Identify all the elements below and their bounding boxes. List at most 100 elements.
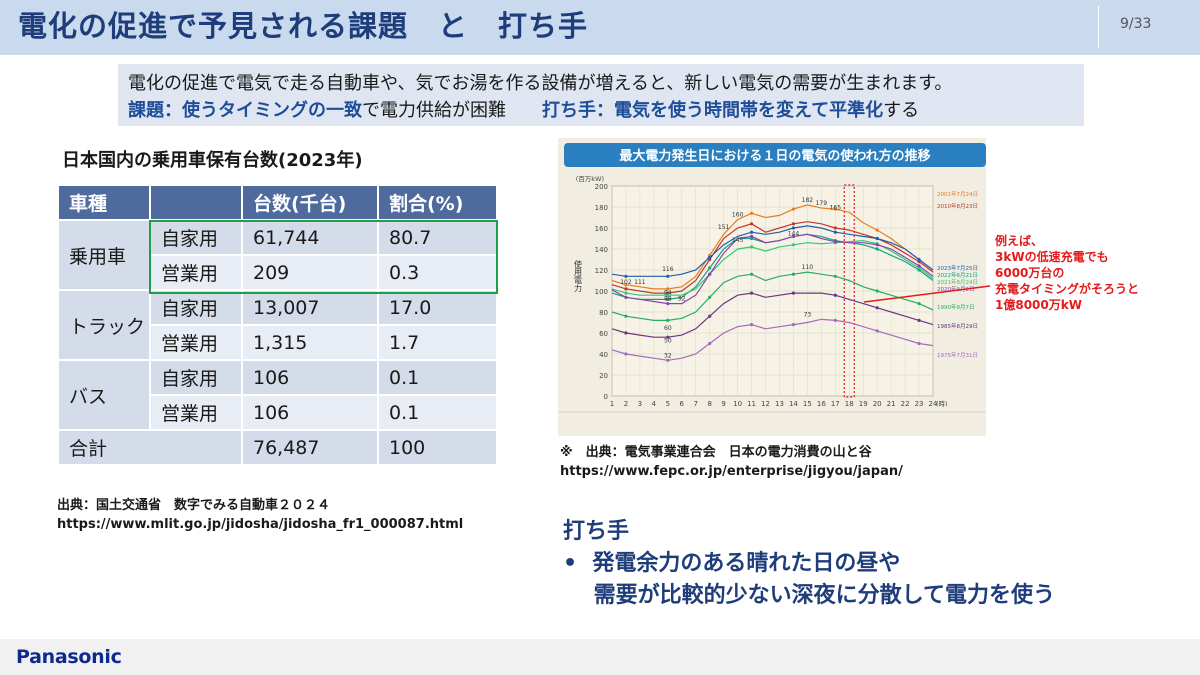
chart-title-band (564, 143, 986, 167)
data-label: 145 (732, 237, 744, 244)
header-vehicle-type: 車種 (57, 184, 151, 221)
table-header-row: 車種 台数(千台) 割合(%) (57, 184, 498, 221)
ratio-cell: 0.1 (377, 359, 498, 396)
series-point (708, 295, 712, 299)
vehicle-type-cell: 乗用車 (57, 219, 151, 291)
usage-cell: 営業用 (149, 324, 243, 361)
data-label: 94 (664, 289, 672, 296)
data-label: 116 (662, 266, 674, 273)
series-point (833, 226, 837, 230)
y-tick-label: 0 (604, 393, 608, 401)
series-point (791, 207, 796, 211)
series-point (875, 306, 879, 310)
series-point (666, 297, 670, 301)
data-label: 73 (804, 311, 812, 318)
table-total-row: 合計 76,487 100 (57, 429, 498, 466)
vehicle-type-cell: バス (57, 359, 151, 431)
series-point (875, 243, 879, 247)
count-cell: 13,007 (241, 289, 379, 326)
series-point (833, 230, 837, 234)
data-label: 165 (830, 204, 842, 211)
y-tick-label: 100 (595, 288, 608, 296)
x-tick-label: 14 (789, 400, 798, 408)
series-point (708, 255, 712, 259)
table-title: 日本国内の乗用車保有台数(2023年) (62, 150, 363, 171)
solution-line1: • 発電余力のある晴れた日の昼や (563, 551, 901, 576)
legend-label: 1985年8月29日 (937, 322, 978, 330)
series-point (917, 264, 921, 268)
series-point (791, 226, 796, 230)
series-point (666, 358, 670, 362)
data-label: 151 (718, 224, 730, 231)
x-tick-label: 2 (624, 400, 628, 408)
x-unit-label: (時) (936, 400, 948, 408)
x-tick-label: 16 (817, 400, 826, 408)
total-count: 76,487 (241, 429, 379, 466)
header-ratio: 割合(%) (377, 184, 498, 221)
series-line (611, 292, 934, 338)
series-point (666, 302, 670, 306)
y-tick-label: 140 (595, 246, 608, 254)
series-point (875, 289, 879, 293)
table-source-line1: 出典：国土交通省 数字でみる自動車２０２４ (57, 498, 331, 513)
count-cell: 106 (241, 394, 379, 431)
data-label: 179 (816, 200, 828, 207)
series-point (791, 243, 796, 247)
count-cell: 61,744 (241, 219, 379, 256)
usage-cell: 営業用 (149, 394, 243, 431)
data-label: 102 (620, 279, 632, 286)
series-point (666, 335, 670, 339)
table-row: 営業用 1,315 1.7 (58, 324, 498, 361)
series-point (875, 247, 879, 251)
y-tick-label: 40 (599, 351, 608, 359)
series-point (791, 323, 796, 327)
x-tick-label: 20 (873, 400, 882, 408)
panasonic-logo: Panasonic (16, 646, 122, 668)
series-point (791, 272, 796, 276)
highlight-hour-box (843, 184, 855, 398)
series-point (749, 211, 754, 215)
data-label: 111 (634, 279, 646, 286)
x-tick-label: 4 (652, 400, 657, 408)
series-point (917, 257, 921, 262)
x-tick-label: 3 (638, 400, 642, 408)
data-label: 160 (732, 212, 744, 219)
series-point (875, 228, 879, 232)
x-tick-label: 22 (901, 400, 910, 408)
data-label: 110 (802, 264, 814, 271)
y-tick-label: 80 (599, 309, 608, 317)
count-cell: 209 (241, 254, 379, 291)
series-point (708, 341, 712, 346)
y-unit-label: (百万kW) (576, 175, 604, 183)
y-tick-label: 160 (595, 225, 608, 233)
x-tick-label: 5 (666, 400, 670, 408)
chart-source-line2: https://www.fepc.or.jp/enterprise/jigyou… (560, 464, 903, 479)
page-title: 電化の促進で予見される課題 と 打ち手 (18, 9, 589, 43)
series-point (708, 266, 712, 270)
series-point (624, 291, 628, 295)
series-point (749, 234, 754, 238)
series-point (708, 272, 712, 276)
x-tick-label: 19 (859, 400, 868, 408)
series-point (666, 274, 670, 278)
series-point (624, 314, 628, 318)
legend-label: 1990年8月7日 (937, 303, 975, 311)
y-tick-label: 60 (599, 330, 608, 338)
series-point (875, 329, 879, 333)
data-label: 88 (664, 296, 672, 303)
series-point (666, 293, 670, 297)
header-count: 台数(千台) (241, 184, 379, 221)
header-usage (149, 184, 243, 221)
series-point (791, 234, 796, 238)
table-row: バス 自家用 106 0.1 (57, 359, 498, 431)
action-label: 打ち手：電気を使う時間帯を変えて平準化 (542, 100, 884, 121)
total-ratio: 100 (377, 429, 498, 466)
data-label: 182 (802, 197, 814, 204)
chart-svg: 最大電力発生日における１日の電気の使われ方の推移0204060801001201… (558, 143, 986, 413)
series-point (791, 222, 796, 226)
action-text: する (883, 100, 920, 121)
page-number: 9/33 (1120, 16, 1152, 32)
legend-label: 2020年9月2日 (937, 285, 975, 293)
series-point (833, 240, 837, 244)
solution-line2: 需要が比較的少ない深夜に分散して電力を使う (563, 583, 1055, 608)
